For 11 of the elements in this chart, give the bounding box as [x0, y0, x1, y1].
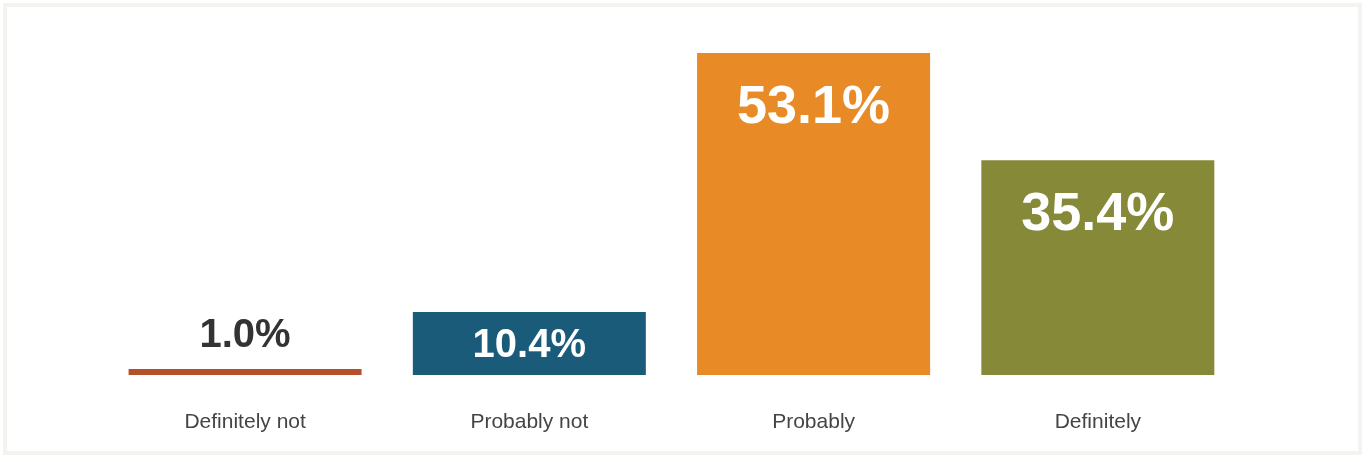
x-tick-label: Probably — [772, 408, 856, 432]
data-label: 10.4% — [472, 321, 587, 366]
x-tick-label: Definitely — [1054, 408, 1142, 432]
data-label: 1.0% — [199, 310, 291, 355]
x-tick-label: Definitely not — [184, 408, 306, 432]
data-label: 35.4% — [1021, 181, 1175, 242]
bar — [697, 53, 931, 375]
bar — [128, 368, 362, 375]
data-label: 53.1% — [737, 74, 891, 134]
bar — [981, 160, 1215, 375]
x-tick-label: Probably not — [470, 408, 589, 432]
